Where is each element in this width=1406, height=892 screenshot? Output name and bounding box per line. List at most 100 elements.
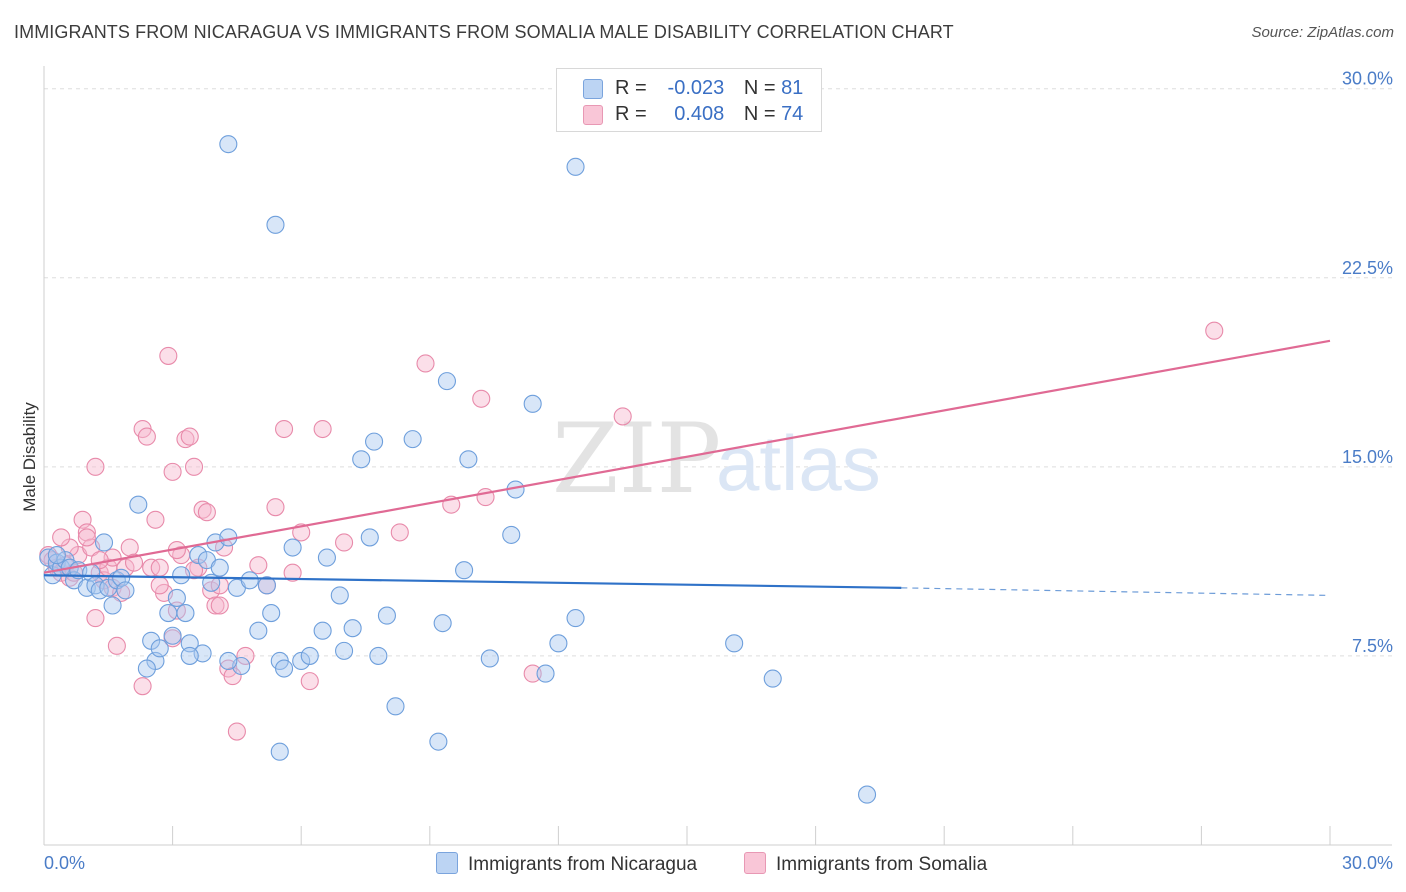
somalia-point bbox=[184, 457, 204, 476]
nicaragua-point bbox=[566, 157, 585, 176]
x-tick-label: 30.0% bbox=[1342, 853, 1393, 873]
somalia-point bbox=[523, 664, 542, 683]
bottom-legend-swatch-nicaragua bbox=[436, 852, 458, 874]
legend-n-label: N = bbox=[743, 77, 776, 99]
nicaragua-point bbox=[459, 450, 478, 469]
nicaragua-point bbox=[429, 732, 448, 751]
somalia-trend-line bbox=[43, 339, 1331, 574]
trend-lines bbox=[43, 339, 1331, 597]
somalia-point bbox=[197, 503, 216, 522]
nicaragua-point bbox=[300, 646, 319, 665]
nicaragua-point bbox=[176, 604, 195, 623]
somalia-point bbox=[335, 533, 354, 552]
nicaragua-point bbox=[313, 621, 332, 640]
nicaragua-point bbox=[343, 619, 362, 638]
legend-n-label: N = bbox=[743, 103, 776, 125]
nicaragua-point bbox=[94, 533, 114, 552]
nicaragua-point bbox=[725, 634, 744, 653]
nicaragua-point bbox=[167, 588, 186, 607]
nicaragua-point bbox=[270, 742, 289, 761]
nicaragua-point bbox=[219, 651, 238, 671]
correlation-legend: R = -0.023 N = 81 R = 0.408 N = 74 bbox=[556, 68, 822, 132]
y-axis-label: Male Disability bbox=[20, 402, 39, 512]
somalia-point bbox=[86, 457, 105, 476]
somalia-point bbox=[266, 498, 285, 517]
somalia-point bbox=[86, 609, 105, 628]
nicaragua-point bbox=[437, 372, 456, 391]
nicaragua-point bbox=[47, 546, 66, 565]
nicaragua-point bbox=[180, 646, 199, 665]
watermark-zip: ZIP bbox=[552, 403, 721, 515]
nicaragua-trend-line bbox=[43, 574, 902, 589]
source-label: Source: ZipAtlas.com bbox=[1251, 24, 1394, 41]
nicaragua-trend-extension bbox=[901, 587, 1331, 597]
nicaragua-point bbox=[257, 576, 276, 595]
somalia-point bbox=[107, 636, 126, 655]
somalia-point bbox=[300, 672, 319, 691]
somalia-point bbox=[206, 596, 225, 615]
somalia-point bbox=[390, 523, 409, 542]
somalia-point bbox=[124, 553, 144, 572]
nicaragua-point bbox=[523, 394, 542, 413]
nicaragua-point bbox=[103, 596, 122, 615]
somalia-point bbox=[313, 419, 332, 439]
nicaragua-point bbox=[352, 450, 371, 469]
somalia-point bbox=[137, 427, 156, 446]
somalia-points bbox=[39, 321, 1224, 741]
legend-r-label: R = bbox=[615, 103, 647, 125]
nicaragua-point bbox=[455, 561, 474, 580]
somalia-point bbox=[52, 528, 71, 547]
nicaragua-point bbox=[129, 495, 148, 514]
somalia-point bbox=[77, 523, 96, 542]
nicaragua-point bbox=[150, 639, 169, 658]
nicaragua-point bbox=[292, 651, 311, 671]
nicaragua-point bbox=[219, 135, 238, 154]
nicaragua-point bbox=[249, 621, 268, 640]
legend-swatch-somalia bbox=[583, 105, 603, 125]
legend-swatch-nicaragua bbox=[583, 79, 603, 99]
nicaragua-point bbox=[502, 525, 521, 544]
nicaragua-point bbox=[159, 604, 178, 623]
nicaragua-point bbox=[210, 558, 229, 577]
nicaragua-point bbox=[163, 626, 182, 645]
nicaragua-point bbox=[116, 581, 135, 600]
nicaragua-point bbox=[317, 548, 336, 567]
nicaragua-point bbox=[480, 649, 499, 668]
somalia-point bbox=[249, 556, 268, 575]
somalia-point bbox=[163, 462, 182, 481]
somalia-point bbox=[210, 596, 229, 615]
somalia-point bbox=[202, 581, 221, 600]
nicaragua-point bbox=[377, 606, 396, 625]
grid-layer bbox=[44, 88, 1392, 657]
nicaragua-point bbox=[857, 785, 877, 804]
nicaragua-point bbox=[360, 528, 379, 547]
nicaragua-point bbox=[137, 659, 156, 678]
x-tick-label: 0.0% bbox=[44, 853, 85, 873]
nicaragua-point bbox=[369, 646, 388, 665]
somalia-point bbox=[613, 407, 632, 426]
nicaragua-point bbox=[365, 432, 384, 451]
bottom-legend-label-somalia: Immigrants from Somalia bbox=[776, 854, 988, 875]
legend-n-value: 81 bbox=[781, 77, 804, 99]
bottom-legend-nicaragua: Immigrants from Nicaragua bbox=[436, 852, 697, 876]
y-tick-label: 30.0% bbox=[1342, 69, 1393, 89]
watermark: ZIP atlas bbox=[552, 403, 881, 515]
somalia-point bbox=[133, 677, 152, 696]
nicaragua-point bbox=[566, 609, 585, 628]
somalia-point bbox=[146, 510, 165, 529]
legend-r-value: -0.023 bbox=[667, 77, 725, 99]
somalia-point bbox=[120, 538, 139, 557]
nicaragua-point bbox=[403, 430, 422, 449]
somalia-point bbox=[1205, 321, 1224, 340]
somalia-point bbox=[150, 576, 169, 595]
tick-labels: 7.5% 15.0% 22.5% 30.0% 0.0% 30.0% bbox=[44, 69, 1393, 873]
legend-n-value: 74 bbox=[781, 103, 804, 125]
somalia-point bbox=[150, 558, 169, 577]
somalia-point bbox=[214, 538, 234, 557]
nicaragua-point bbox=[275, 659, 294, 678]
somalia-point bbox=[159, 346, 178, 365]
axis-layer bbox=[43, 66, 1392, 846]
nicaragua-point bbox=[549, 634, 568, 653]
watermark-atlas: atlas bbox=[716, 419, 881, 507]
